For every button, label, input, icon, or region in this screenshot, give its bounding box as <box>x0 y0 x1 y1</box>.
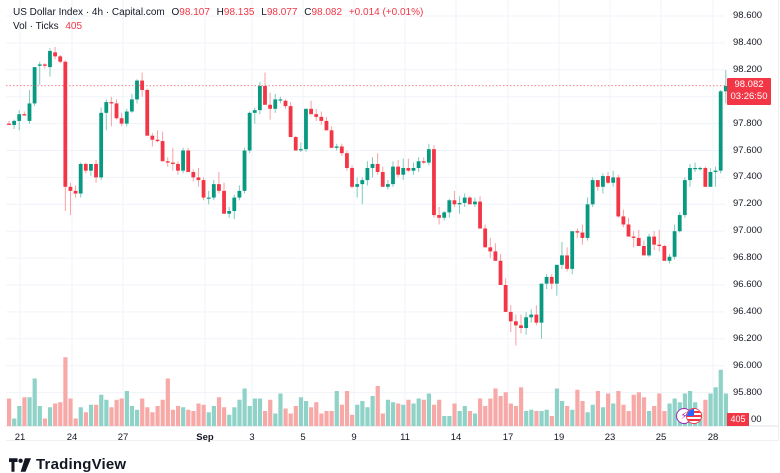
low-value: 98.077 <box>266 7 298 18</box>
price-tick-label: 97.600 <box>733 144 763 156</box>
price-tick-label: 98.600 <box>733 10 763 21</box>
tradingview-logo-icon <box>9 457 31 472</box>
time-tick-label: 25 <box>655 432 667 443</box>
time-tick-label: 5 <box>300 432 306 443</box>
ohlc-row: US Dollar Index · 4h · Capital.com O98.1… <box>13 6 423 20</box>
tradingview-brand[interactable]: TradingView <box>9 456 126 473</box>
volume-tag: 405 <box>727 413 749 426</box>
price-tick-label: 95.800 <box>733 386 763 398</box>
symbol-title[interactable]: US Dollar Index · 4h · Capital.com <box>13 7 165 18</box>
flag-graphic <box>687 409 701 423</box>
price-tick-label: 97.200 <box>733 198 763 210</box>
price-tick-label: 96.000 <box>733 359 763 371</box>
price-tick-label: 97.400 <box>733 171 763 183</box>
time-tick-label: 9 <box>351 432 357 443</box>
time-tick-label: 24 <box>66 432 78 443</box>
volume-title[interactable]: Vol · Ticks <box>13 21 59 32</box>
low-label: L <box>261 7 267 18</box>
price-tick-label: 98.200 <box>733 63 763 75</box>
bar-countdown: 03:26:50 <box>730 91 768 102</box>
time-tick-label: 28 <box>707 432 719 443</box>
grid-lines <box>6 0 778 427</box>
price-tick-label: 96.600 <box>733 279 763 290</box>
us-flag-icon[interactable] <box>686 408 702 424</box>
time-tick-label: 27 <box>117 432 129 443</box>
time-tick-label: 23 <box>604 432 616 443</box>
price-tick-label: 97.000 <box>733 225 763 237</box>
price-tick-label: 97.800 <box>733 117 763 129</box>
high-label: H <box>216 7 224 18</box>
high-value: 98.135 <box>223 7 255 18</box>
brand-name: TradingView <box>36 456 127 473</box>
time-tick-label: 17 <box>502 432 514 443</box>
time-tick-label: Sep <box>196 432 214 443</box>
close-label: C <box>304 7 312 18</box>
volume-row: Vol · Ticks 405 <box>13 20 423 34</box>
open-label: O <box>171 7 180 18</box>
chart-frame[interactable] <box>6 0 779 441</box>
time-tick-label: 14 <box>450 432 462 443</box>
time-tick-label: 11 <box>400 432 410 443</box>
price-tick-label: 96.400 <box>733 305 763 317</box>
price-label-partial: 00 <box>751 414 762 425</box>
price-tick-label: 96.200 <box>733 332 763 344</box>
time-tick-label: 21 <box>14 432 26 443</box>
time-tick-label: 3 <box>249 432 255 443</box>
change-value: +0.014 (+0.01%) <box>348 7 424 18</box>
volume-bars <box>7 357 739 426</box>
open-value: 98.107 <box>179 7 210 18</box>
close-value: 98.082 <box>311 7 343 18</box>
candlesticks <box>7 46 738 346</box>
price-tick-label: 96.800 <box>733 252 763 264</box>
chart-legend: US Dollar Index · 4h · Capital.com O98.1… <box>13 6 423 34</box>
time-tick-label: 19 <box>553 432 565 443</box>
price-tick-label: 98.400 <box>733 36 763 48</box>
volume-value: 405 <box>65 21 83 32</box>
last-price-value: 98.082 <box>734 79 764 90</box>
last-price-tag: 98.082 03:26:50 <box>727 78 771 105</box>
